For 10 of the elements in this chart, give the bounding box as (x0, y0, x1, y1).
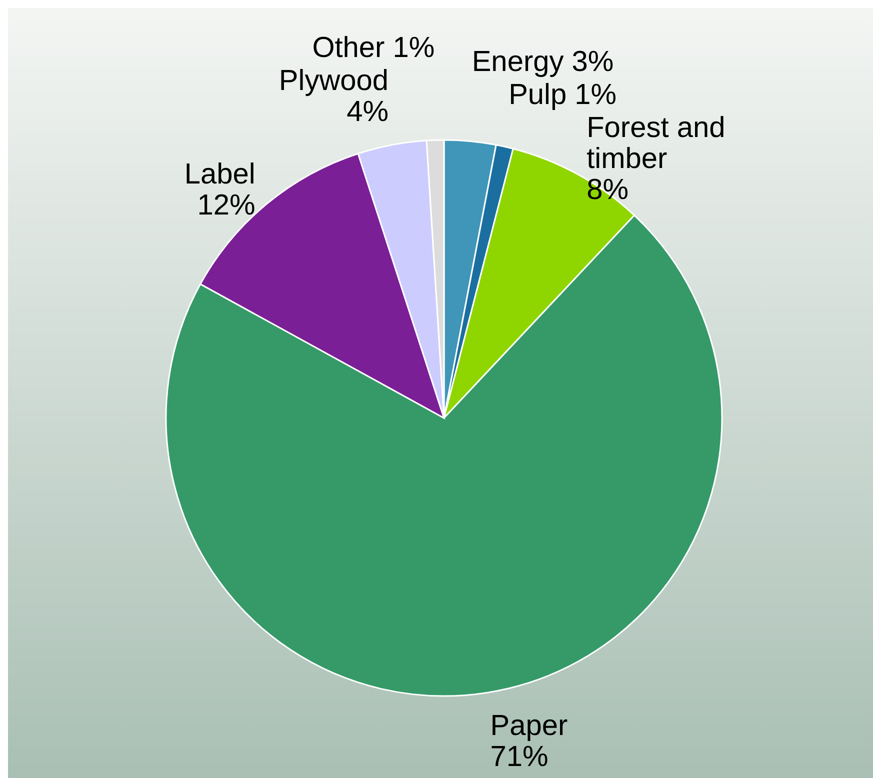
data-label: 4% (346, 96, 389, 128)
data-label: 12% (197, 190, 256, 222)
slice-label: Label (184, 158, 256, 191)
slice-label: Energy 3% (472, 46, 614, 78)
data-label: 71% (490, 741, 548, 774)
slice-label: Paper (490, 710, 568, 742)
slice-label: Pulp 1% (508, 78, 617, 111)
slice-label: Other 1% (312, 32, 435, 64)
slice-label: Plywood (278, 65, 389, 98)
slice-label: Forest and timber (586, 112, 726, 175)
